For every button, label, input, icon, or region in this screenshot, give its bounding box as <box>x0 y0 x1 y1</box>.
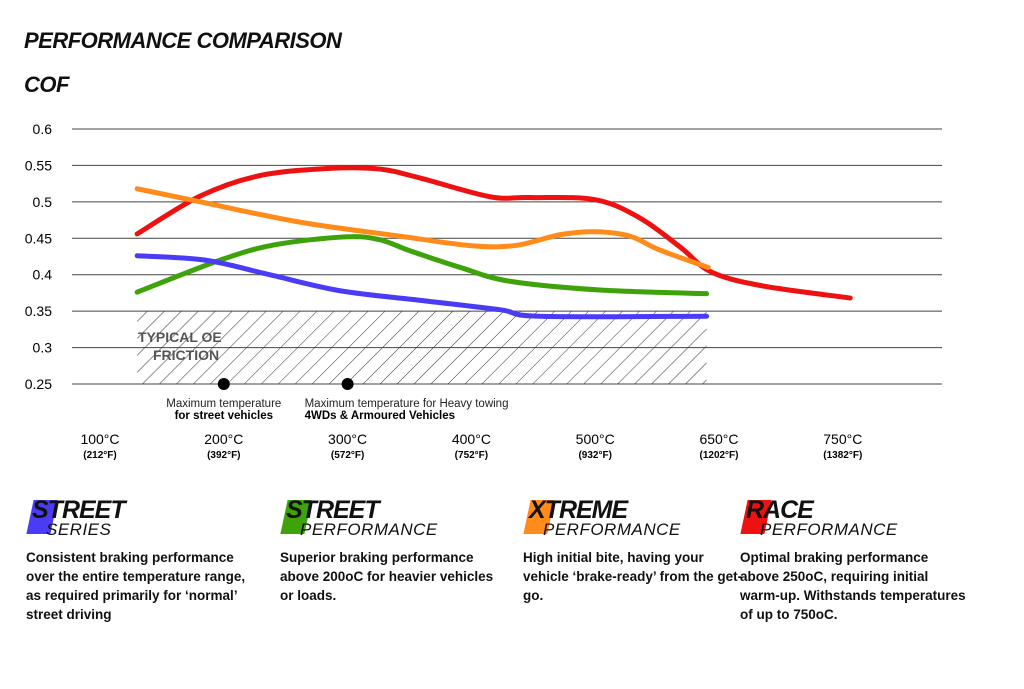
logo-line2: SERIES <box>46 520 112 539</box>
product-description: Consistent braking performance over the … <box>26 550 246 622</box>
logo-line1: XTREME <box>529 496 628 524</box>
logo-line2: PERFORMANCE <box>300 520 438 539</box>
product-description: Optimal braking performance above 250oC,… <box>740 550 966 622</box>
annotation-text: Maximum temperature <box>166 398 281 410</box>
x-tick-sublabel: (1382°F) <box>823 450 862 461</box>
annotation-text: Maximum temperature for Heavy towing <box>305 398 509 410</box>
y-tick-label: 0.6 <box>33 121 53 137</box>
region-label: FRICTION <box>153 347 219 363</box>
y-tick-label: 0.45 <box>25 230 52 246</box>
logo-line2: PERFORMANCE <box>760 520 898 539</box>
x-tick-label: 650°C <box>699 431 738 447</box>
cof-chart: 0.6 0.55 0.5 0.45 0.4 0.35 0.3 0.25 TYPICAL OE F… <box>25 121 942 461</box>
annotation-text: 4WDs & Armoured Vehicles <box>305 410 455 422</box>
x-tick-label: 500°C <box>576 431 615 447</box>
product-logo-street-performance: STREET PERFORMANCE <box>280 496 520 540</box>
series-line-1 <box>134 186 711 270</box>
series-line-0 <box>134 165 853 301</box>
product-description: Superior braking performance above 200oC… <box>280 550 494 603</box>
y-tick-label: 0.55 <box>25 157 52 173</box>
product-logo-race-performance: RACE PERFORMANCE <box>740 496 980 540</box>
x-tick-label: 300°C <box>328 431 367 447</box>
logo-line1: STREET <box>32 496 126 524</box>
x-tick-label: 200°C <box>204 431 243 447</box>
logo-line2: PERFORMANCE <box>543 520 681 539</box>
logo-line1: RACE <box>746 496 814 524</box>
chart-subtitle: COF <box>24 72 69 97</box>
x-tick-sublabel: (932°F) <box>578 450 611 461</box>
y-tick-label: 0.3 <box>33 340 53 356</box>
typical-oe-region <box>137 311 707 384</box>
y-tick-label: 0.35 <box>25 303 52 319</box>
y-tick-label: 0.5 <box>33 194 53 210</box>
series-line-3 <box>134 253 710 320</box>
x-tick-label: 750°C <box>823 431 862 447</box>
y-tick-label: 0.25 <box>25 376 52 392</box>
y-tick-label: 0.4 <box>33 267 53 283</box>
product-description: High initial bite, having your vehicle ‘… <box>523 550 743 603</box>
x-tick-sublabel: (572°F) <box>331 450 364 461</box>
x-tick-sublabel: (392°F) <box>207 450 240 461</box>
x-tick-sublabel: (752°F) <box>455 450 488 461</box>
series-line-2 <box>134 234 710 297</box>
product-logo-xtreme-performance: XTREME PERFORMANCE <box>523 496 763 540</box>
x-tick-label: 100°C <box>80 431 119 447</box>
x-tick-sublabel: (212°F) <box>83 450 116 461</box>
annotation-marker <box>341 378 354 390</box>
x-tick-sublabel: (1202°F) <box>699 450 738 461</box>
page-title: PERFORMANCE COMPARISON <box>24 28 342 53</box>
product-logo-street-series: STREET SERIES <box>26 496 266 540</box>
region-label: TYPICAL OE <box>138 329 222 345</box>
annotation-text: for street vehicles <box>175 410 273 422</box>
logo-line1: STREET <box>286 496 380 524</box>
annotation-marker <box>217 378 230 390</box>
x-tick-label: 400°C <box>452 431 491 447</box>
